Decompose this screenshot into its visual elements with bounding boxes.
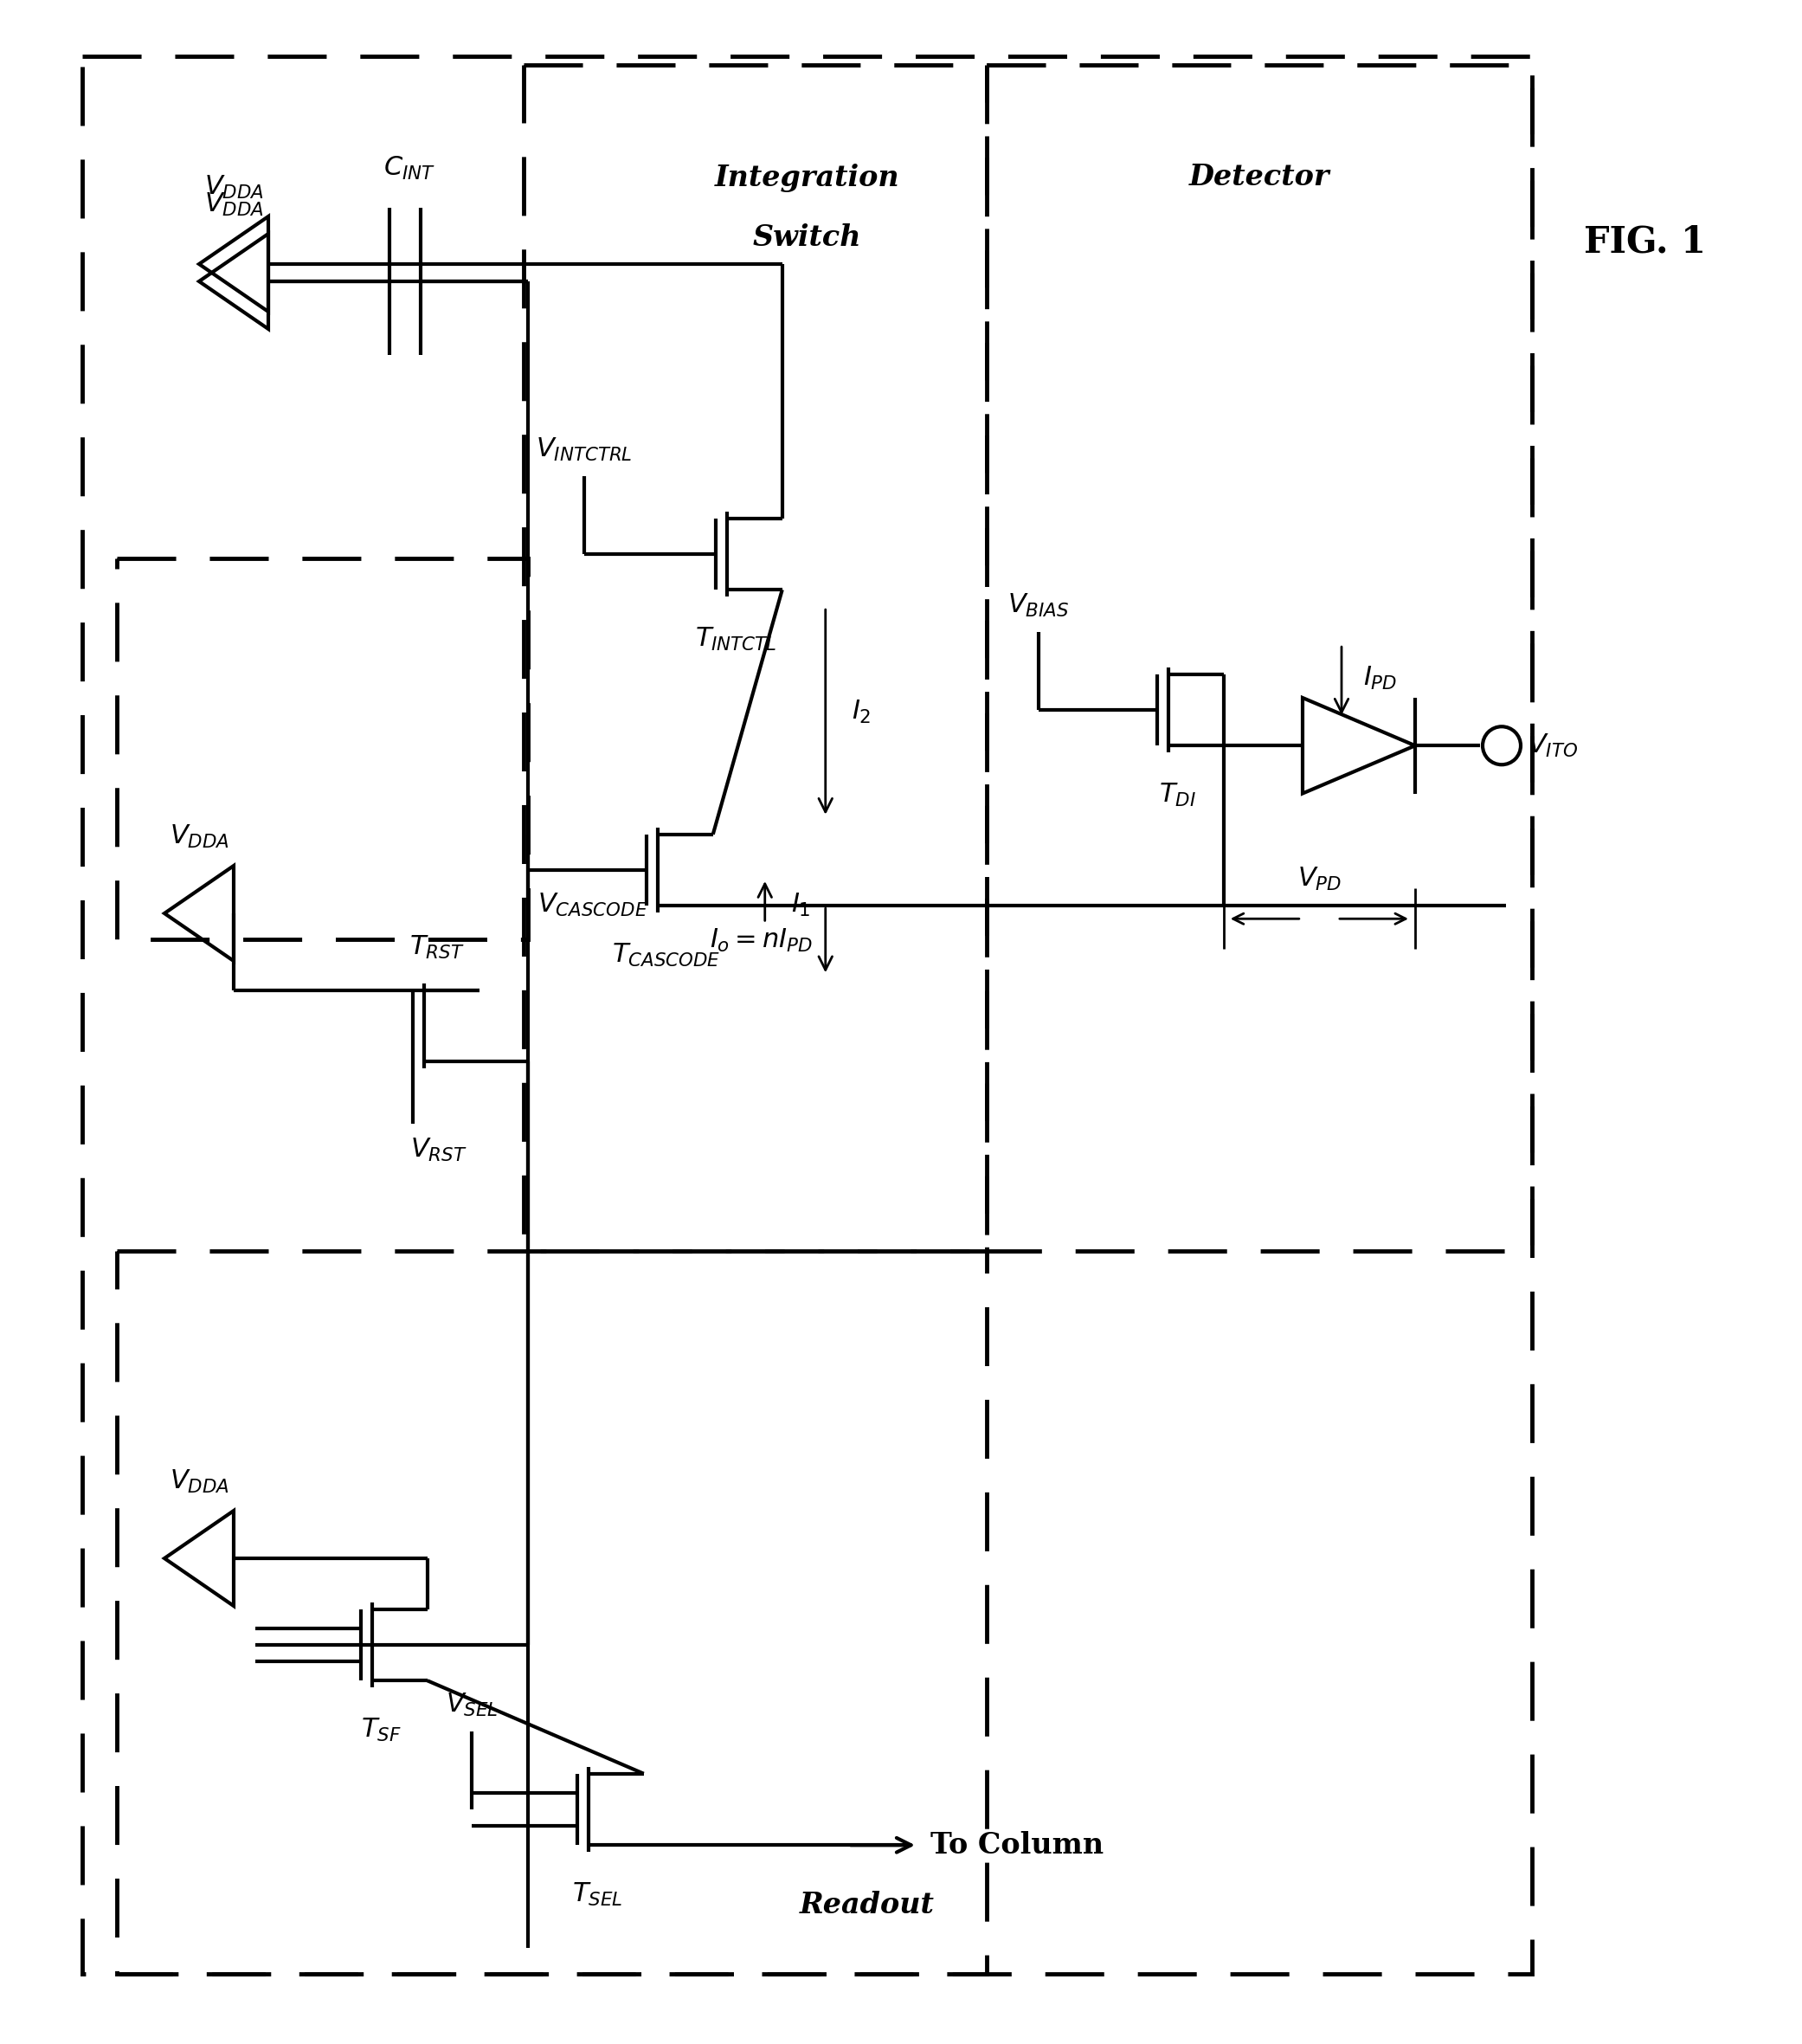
Bar [83,57,1532,1975]
Text: $V_{DDA}$: $V_{DDA}$ [169,1468,229,1494]
Text: To Column: To Column [930,1831,1103,1860]
Text: $V_{DDA}$: $V_{DDA}$ [204,192,263,219]
Bar [117,558,528,940]
Text: FIG. 1: FIG. 1 [1584,225,1705,260]
Text: $T_{CASCODE}$: $T_{CASCODE}$ [613,942,721,969]
Text: $V_{PD}$: $V_{PD}$ [1297,867,1341,893]
Text: $V_{SEL}$: $V_{SEL}$ [445,1692,497,1719]
Text: $V_{CASCODE}$: $V_{CASCODE}$ [537,891,649,918]
Text: $V_{DDA}$: $V_{DDA}$ [169,824,229,850]
Text: $I_o = nI_{PD}$: $I_o = nI_{PD}$ [710,926,813,955]
Text: $V_{BIAS}$: $V_{BIAS}$ [1007,593,1069,619]
Text: Readout: Readout [800,1891,935,1919]
Text: $T_{RST}$: $T_{RST}$ [409,934,465,961]
Text: $I_2$: $I_2$ [852,699,870,726]
Text: Detector: Detector [1189,164,1330,192]
Text: $C_{INT}$: $C_{INT}$ [384,155,436,182]
Text: Integration: Integration [715,164,899,192]
Text: $V_{DDA}$: $V_{DDA}$ [204,174,263,200]
Text: $I_1$: $I_1$ [791,891,811,918]
Bar [987,65,1532,1251]
Text: $T_{SEL}$: $T_{SEL}$ [571,1880,622,1907]
Text: $V_{ITO}$: $V_{ITO}$ [1528,732,1579,758]
Text: Switch: Switch [753,223,861,251]
Bar [524,65,987,1251]
Text: $T_{SF}$: $T_{SF}$ [360,1717,402,1744]
Bar [117,1251,987,1975]
Text: $T_{INTCTL}$: $T_{INTCTL}$ [696,625,777,652]
Text: $T_{DI}$: $T_{DI}$ [1159,781,1195,807]
Text: $I_{PD}$: $I_{PD}$ [1362,664,1397,691]
Text: $V_{INTCTRL}$: $V_{INTCTRL}$ [535,435,633,464]
Text: $V_{RST}$: $V_{RST}$ [409,1136,467,1163]
